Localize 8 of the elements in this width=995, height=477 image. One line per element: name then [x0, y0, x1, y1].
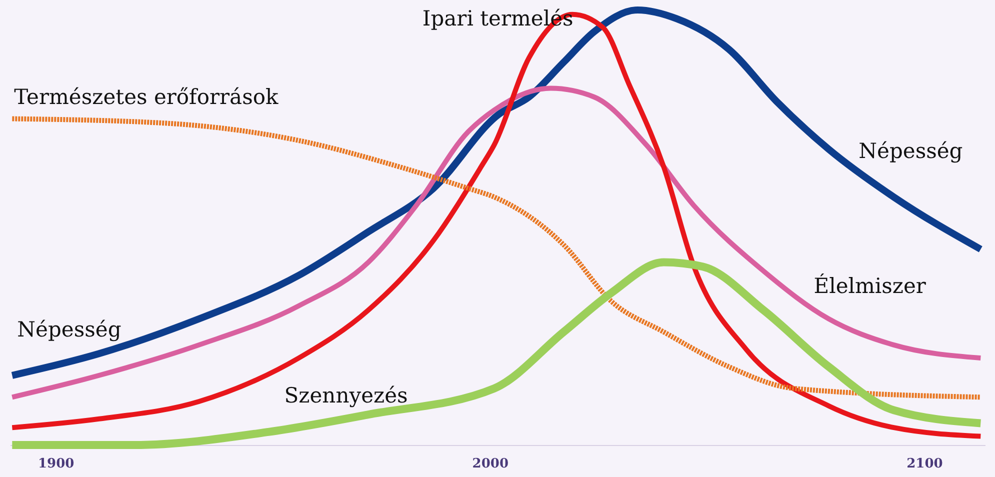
x-tick-label: 2000	[472, 456, 508, 472]
series-label: Természetes erőforrások	[14, 84, 278, 109]
x-tick-label: 1900	[38, 456, 74, 472]
x-tick-label: 2100	[906, 456, 943, 472]
series-label: Élelmiszer	[814, 272, 927, 298]
series-label: Népesség	[17, 317, 122, 342]
text: Népesség	[858, 139, 963, 164]
series-label: Szennyezés	[284, 384, 408, 408]
